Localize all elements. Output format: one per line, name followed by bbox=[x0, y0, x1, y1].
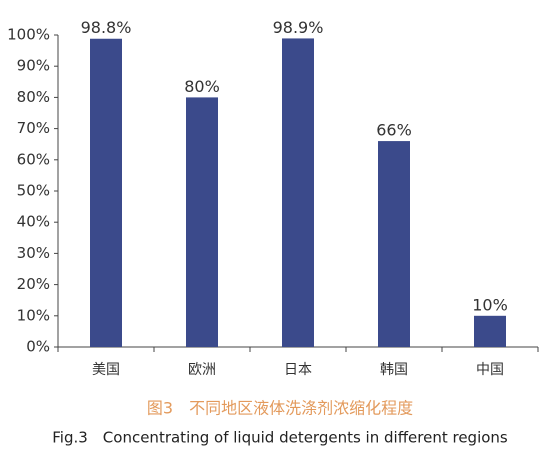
caption-cn: 图3 不同地区液体洗涤剂浓缩化程度 bbox=[147, 399, 413, 418]
x-tick-label: 日本 bbox=[284, 362, 312, 378]
x-tick-label: 韩国 bbox=[380, 362, 408, 378]
y-tick-label: 90% bbox=[17, 57, 50, 75]
data-label: 98.9% bbox=[273, 18, 324, 37]
x-tick-label: 欧洲 bbox=[188, 362, 216, 378]
y-tick-label: 10% bbox=[17, 306, 50, 324]
bar bbox=[186, 97, 218, 348]
y-tick-label: 100% bbox=[7, 26, 50, 44]
y-tick-label: 80% bbox=[17, 88, 50, 106]
y-tick-label: 40% bbox=[17, 213, 50, 231]
bar bbox=[378, 141, 410, 347]
x-tick-label: 中国 bbox=[476, 362, 504, 378]
bar bbox=[474, 315, 506, 347]
y-tick-label: 20% bbox=[17, 275, 50, 293]
data-label: 80% bbox=[184, 77, 220, 96]
x-tick-label: 美国 bbox=[92, 362, 120, 378]
data-label: 66% bbox=[376, 121, 412, 140]
y-tick-label: 50% bbox=[17, 182, 50, 200]
y-tick-label: 70% bbox=[17, 119, 50, 137]
y-tick-label: 0% bbox=[26, 338, 50, 356]
data-label: 98.8% bbox=[81, 18, 132, 37]
bar bbox=[282, 38, 314, 347]
y-tick-label: 30% bbox=[17, 244, 50, 262]
bar bbox=[90, 38, 122, 348]
data-label: 10% bbox=[472, 295, 508, 314]
y-tick-label: 60% bbox=[17, 150, 50, 168]
caption-en: Fig.3 Concentrating of liquid detergents… bbox=[52, 429, 508, 447]
